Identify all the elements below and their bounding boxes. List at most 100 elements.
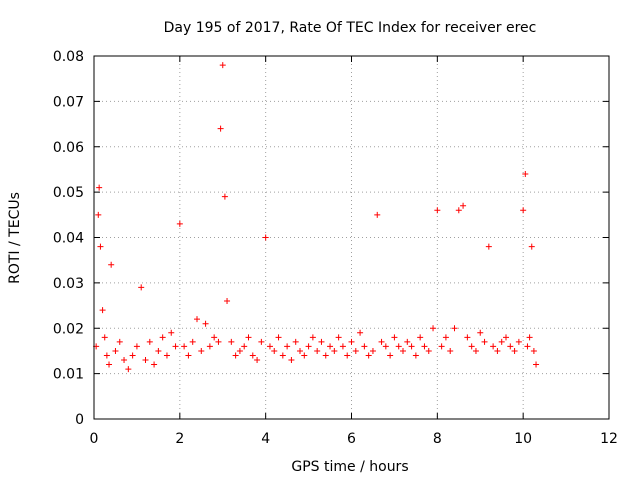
data-point <box>455 207 462 214</box>
data-point <box>369 347 376 354</box>
data-point <box>412 352 419 359</box>
x-tick-label: 4 <box>261 431 270 447</box>
data-point <box>221 193 228 200</box>
tick-labels: 0 2 4 6 8 10 12 0 0.01 0.02 0.03 0.04 0.05 0.06 0.07 0.… <box>53 49 618 447</box>
y-tick-label: 0.08 <box>53 49 84 65</box>
data-point <box>194 316 200 323</box>
axis-ticks <box>93 55 610 420</box>
data-point <box>357 329 364 336</box>
data-point <box>335 334 342 341</box>
y-tick-label: 0.06 <box>53 140 84 156</box>
x-tick-label: 6 <box>347 431 356 447</box>
data-point <box>271 347 278 354</box>
x-tick-label: 10 <box>514 431 532 447</box>
y-axis-title: ROTI / TECUs <box>7 192 23 284</box>
x-tick-label: 2 <box>175 431 184 447</box>
data-point <box>99 307 106 314</box>
data-point <box>442 334 449 341</box>
y-tick-label: 0.03 <box>53 276 84 292</box>
data-point <box>133 343 140 350</box>
data-point <box>121 357 128 364</box>
data-point <box>481 338 488 345</box>
data-point <box>275 334 282 341</box>
data-point <box>241 343 248 350</box>
x-tick-label: 8 <box>433 431 442 447</box>
data-point <box>468 343 475 350</box>
data-point <box>232 352 239 359</box>
data-point <box>374 211 381 218</box>
data-point <box>503 334 509 341</box>
y-tick-label: 0 <box>75 412 84 428</box>
data-point <box>176 220 183 227</box>
data-point <box>211 334 218 341</box>
data-point <box>361 343 368 350</box>
data-point <box>460 202 467 209</box>
data-point <box>138 284 145 291</box>
data-point <box>236 347 243 354</box>
data-point <box>97 243 104 250</box>
data-point <box>430 325 437 332</box>
data-point <box>507 343 514 350</box>
data-point <box>344 352 351 359</box>
data-point <box>202 320 209 327</box>
data-point <box>318 338 325 345</box>
y-tick-label: 0.02 <box>53 321 84 337</box>
grid-lines <box>94 56 609 419</box>
data-point <box>206 343 213 350</box>
data-point <box>189 338 196 345</box>
data-points <box>93 62 540 373</box>
data-point <box>408 343 415 350</box>
data-point <box>297 347 303 354</box>
data-point <box>434 207 441 214</box>
data-point <box>262 234 269 241</box>
data-point <box>245 334 252 341</box>
data-point <box>129 352 136 359</box>
data-point <box>404 338 411 345</box>
data-point <box>425 347 432 354</box>
data-point <box>116 338 123 345</box>
data-point <box>438 343 445 350</box>
y-tick-label: 0.05 <box>53 185 84 201</box>
data-point <box>490 343 497 350</box>
data-point <box>172 343 179 350</box>
y-tick-label: 0.01 <box>53 367 84 383</box>
data-point <box>524 343 531 350</box>
data-point <box>520 207 527 214</box>
data-point <box>327 343 334 350</box>
chart-title: Day 195 of 2017, Rate Of TEC Index for r… <box>164 20 537 36</box>
x-tick-label: 0 <box>90 431 99 447</box>
data-point <box>378 338 385 345</box>
data-point <box>339 343 346 350</box>
data-point <box>417 334 424 341</box>
data-point <box>228 338 235 345</box>
data-point <box>103 352 110 359</box>
data-point <box>530 347 537 354</box>
data-point <box>163 352 170 359</box>
data-point <box>522 170 529 177</box>
data-point <box>464 334 471 341</box>
data-point <box>485 243 492 250</box>
data-point <box>279 352 286 359</box>
data-point <box>159 334 166 341</box>
data-point <box>395 343 402 350</box>
data-point <box>198 347 205 354</box>
data-point <box>155 347 162 354</box>
data-point <box>217 125 224 132</box>
data-point <box>108 261 115 268</box>
data-point <box>447 347 454 354</box>
data-point <box>181 343 188 350</box>
data-point <box>322 352 329 359</box>
data-point <box>96 184 103 191</box>
data-point <box>254 357 261 364</box>
data-point <box>451 325 458 332</box>
data-point <box>284 343 291 350</box>
data-point <box>515 338 522 345</box>
data-point <box>288 357 295 364</box>
data-point <box>112 347 119 354</box>
data-point <box>301 352 308 359</box>
data-point <box>494 347 501 354</box>
data-point <box>391 334 398 341</box>
data-point <box>151 361 158 368</box>
data-point <box>477 329 484 336</box>
